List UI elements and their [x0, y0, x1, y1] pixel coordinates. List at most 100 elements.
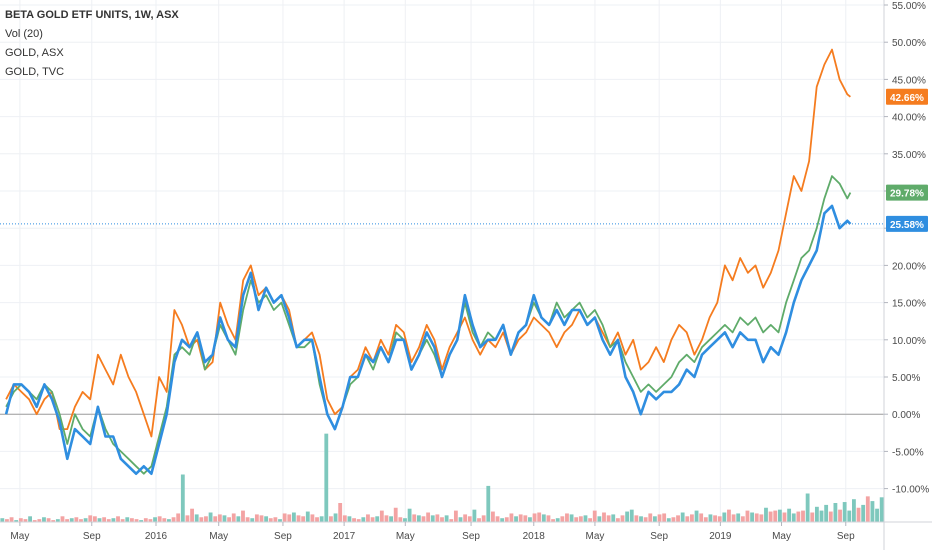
last-value-label: 29.78%: [890, 189, 924, 200]
volume-bar: [717, 516, 722, 522]
volume-bar: [680, 512, 685, 522]
volume-bar: [296, 515, 301, 522]
volume-bar: [416, 515, 421, 522]
volume-bar: [801, 510, 805, 522]
volume-bar: [97, 518, 102, 522]
volume-bar: [777, 509, 782, 522]
volume-bar: [727, 509, 731, 522]
x-tick-label: 2017: [333, 531, 356, 542]
volume-bar: [74, 517, 79, 522]
volume-bar: [366, 514, 370, 522]
legend-gold-tvc[interactable]: GOLD, TVC: [5, 66, 65, 78]
volume-bar: [870, 501, 875, 522]
volume-bar: [421, 516, 426, 522]
volume-bar: [569, 514, 574, 522]
volume-bar: [745, 510, 750, 522]
volume-bar: [865, 496, 870, 522]
volume-bar: [222, 515, 227, 522]
volume-bar: [736, 513, 741, 522]
volume-bar: [676, 515, 680, 522]
volume-bar: [731, 514, 736, 522]
volume-bar: [69, 518, 74, 522]
volume-bar: [583, 515, 588, 522]
volume-bar: [449, 519, 454, 522]
volume-bar: [176, 513, 181, 522]
x-tick-label: Sep: [462, 531, 480, 542]
volume-bar: [273, 517, 278, 522]
volume-bar: [611, 514, 616, 522]
volume-bar: [227, 517, 232, 522]
x-tick-label: 2016: [145, 531, 168, 542]
volume-bar: [666, 518, 671, 522]
volume-bar: [805, 493, 810, 522]
volume-bar: [495, 516, 500, 522]
volume-bar: [259, 515, 264, 522]
volume-bar: [740, 516, 745, 522]
volume-bar: [278, 519, 282, 522]
legend-main-symbol[interactable]: BETA GOLD ETF UNITS, 1W, ASX: [5, 9, 179, 21]
volume-bar: [597, 516, 602, 522]
volume-bar: [532, 513, 537, 522]
volume-bar: [486, 485, 491, 522]
volume-bar: [315, 517, 319, 522]
volume-bar: [301, 516, 306, 522]
volume-bar: [625, 511, 630, 522]
volume-bar: [92, 516, 97, 522]
volume-bar: [523, 515, 528, 522]
volume-bar: [467, 516, 472, 522]
volume-bar: [370, 517, 375, 522]
last-value-badge: [886, 88, 928, 105]
volume-bar: [810, 512, 815, 522]
volume-bar: [791, 513, 796, 522]
volume-bar: [384, 515, 389, 522]
volume-bar: [116, 516, 120, 522]
volume-bar: [703, 517, 708, 522]
volume-bar: [472, 509, 477, 522]
y-tick-label: 15.00%: [892, 299, 926, 310]
last-value-badge: [886, 215, 928, 232]
volume-bar: [204, 516, 208, 522]
volume-bar: [652, 516, 657, 522]
y-tick-label: 5.00%: [892, 373, 920, 384]
volume-bar: [148, 519, 153, 522]
volume-bar: [213, 516, 218, 522]
legend-gold-asx[interactable]: GOLD, ASX: [5, 47, 64, 59]
y-tick-label: -5.00%: [892, 447, 924, 458]
volume-bar: [430, 515, 435, 522]
volume-bar: [361, 517, 366, 522]
volume-bar: [606, 515, 611, 522]
volume-bar: [356, 519, 361, 522]
series-line: [4, 204, 852, 475]
y-tick-label: 40.00%: [892, 113, 926, 124]
volume-bar: [324, 433, 329, 522]
x-tick-label: 2018: [523, 531, 546, 542]
volume-bar: [245, 517, 250, 522]
volume-bar: [754, 513, 759, 522]
legend-volume[interactable]: Vol (20): [5, 28, 43, 40]
volume-bar: [546, 515, 551, 522]
x-tick-label: May: [10, 531, 29, 542]
volume-bar: [333, 513, 338, 522]
volume-bar: [713, 515, 717, 522]
volume-bar: [254, 514, 259, 522]
volume-bar: [504, 517, 509, 522]
volume-bar: [241, 510, 245, 522]
volume-bar: [565, 513, 569, 522]
volume-bar: [615, 518, 620, 522]
volume-bar: [5, 519, 9, 522]
volume-bar: [708, 514, 713, 522]
volume-bar: [268, 518, 273, 522]
volume-bar: [88, 515, 93, 522]
volume-bar: [389, 516, 394, 522]
volume-bar: [208, 512, 213, 522]
volume-bar: [694, 510, 699, 522]
volume-bar: [852, 499, 856, 522]
volume-bar: [768, 511, 773, 522]
volume-bar: [125, 517, 130, 522]
volume-bar: [42, 517, 46, 522]
volume-bar: [555, 518, 560, 522]
volume-bar: [453, 510, 458, 522]
volume-bar: [578, 516, 583, 522]
volume-bar: [477, 518, 481, 522]
volume-bar: [305, 511, 310, 522]
